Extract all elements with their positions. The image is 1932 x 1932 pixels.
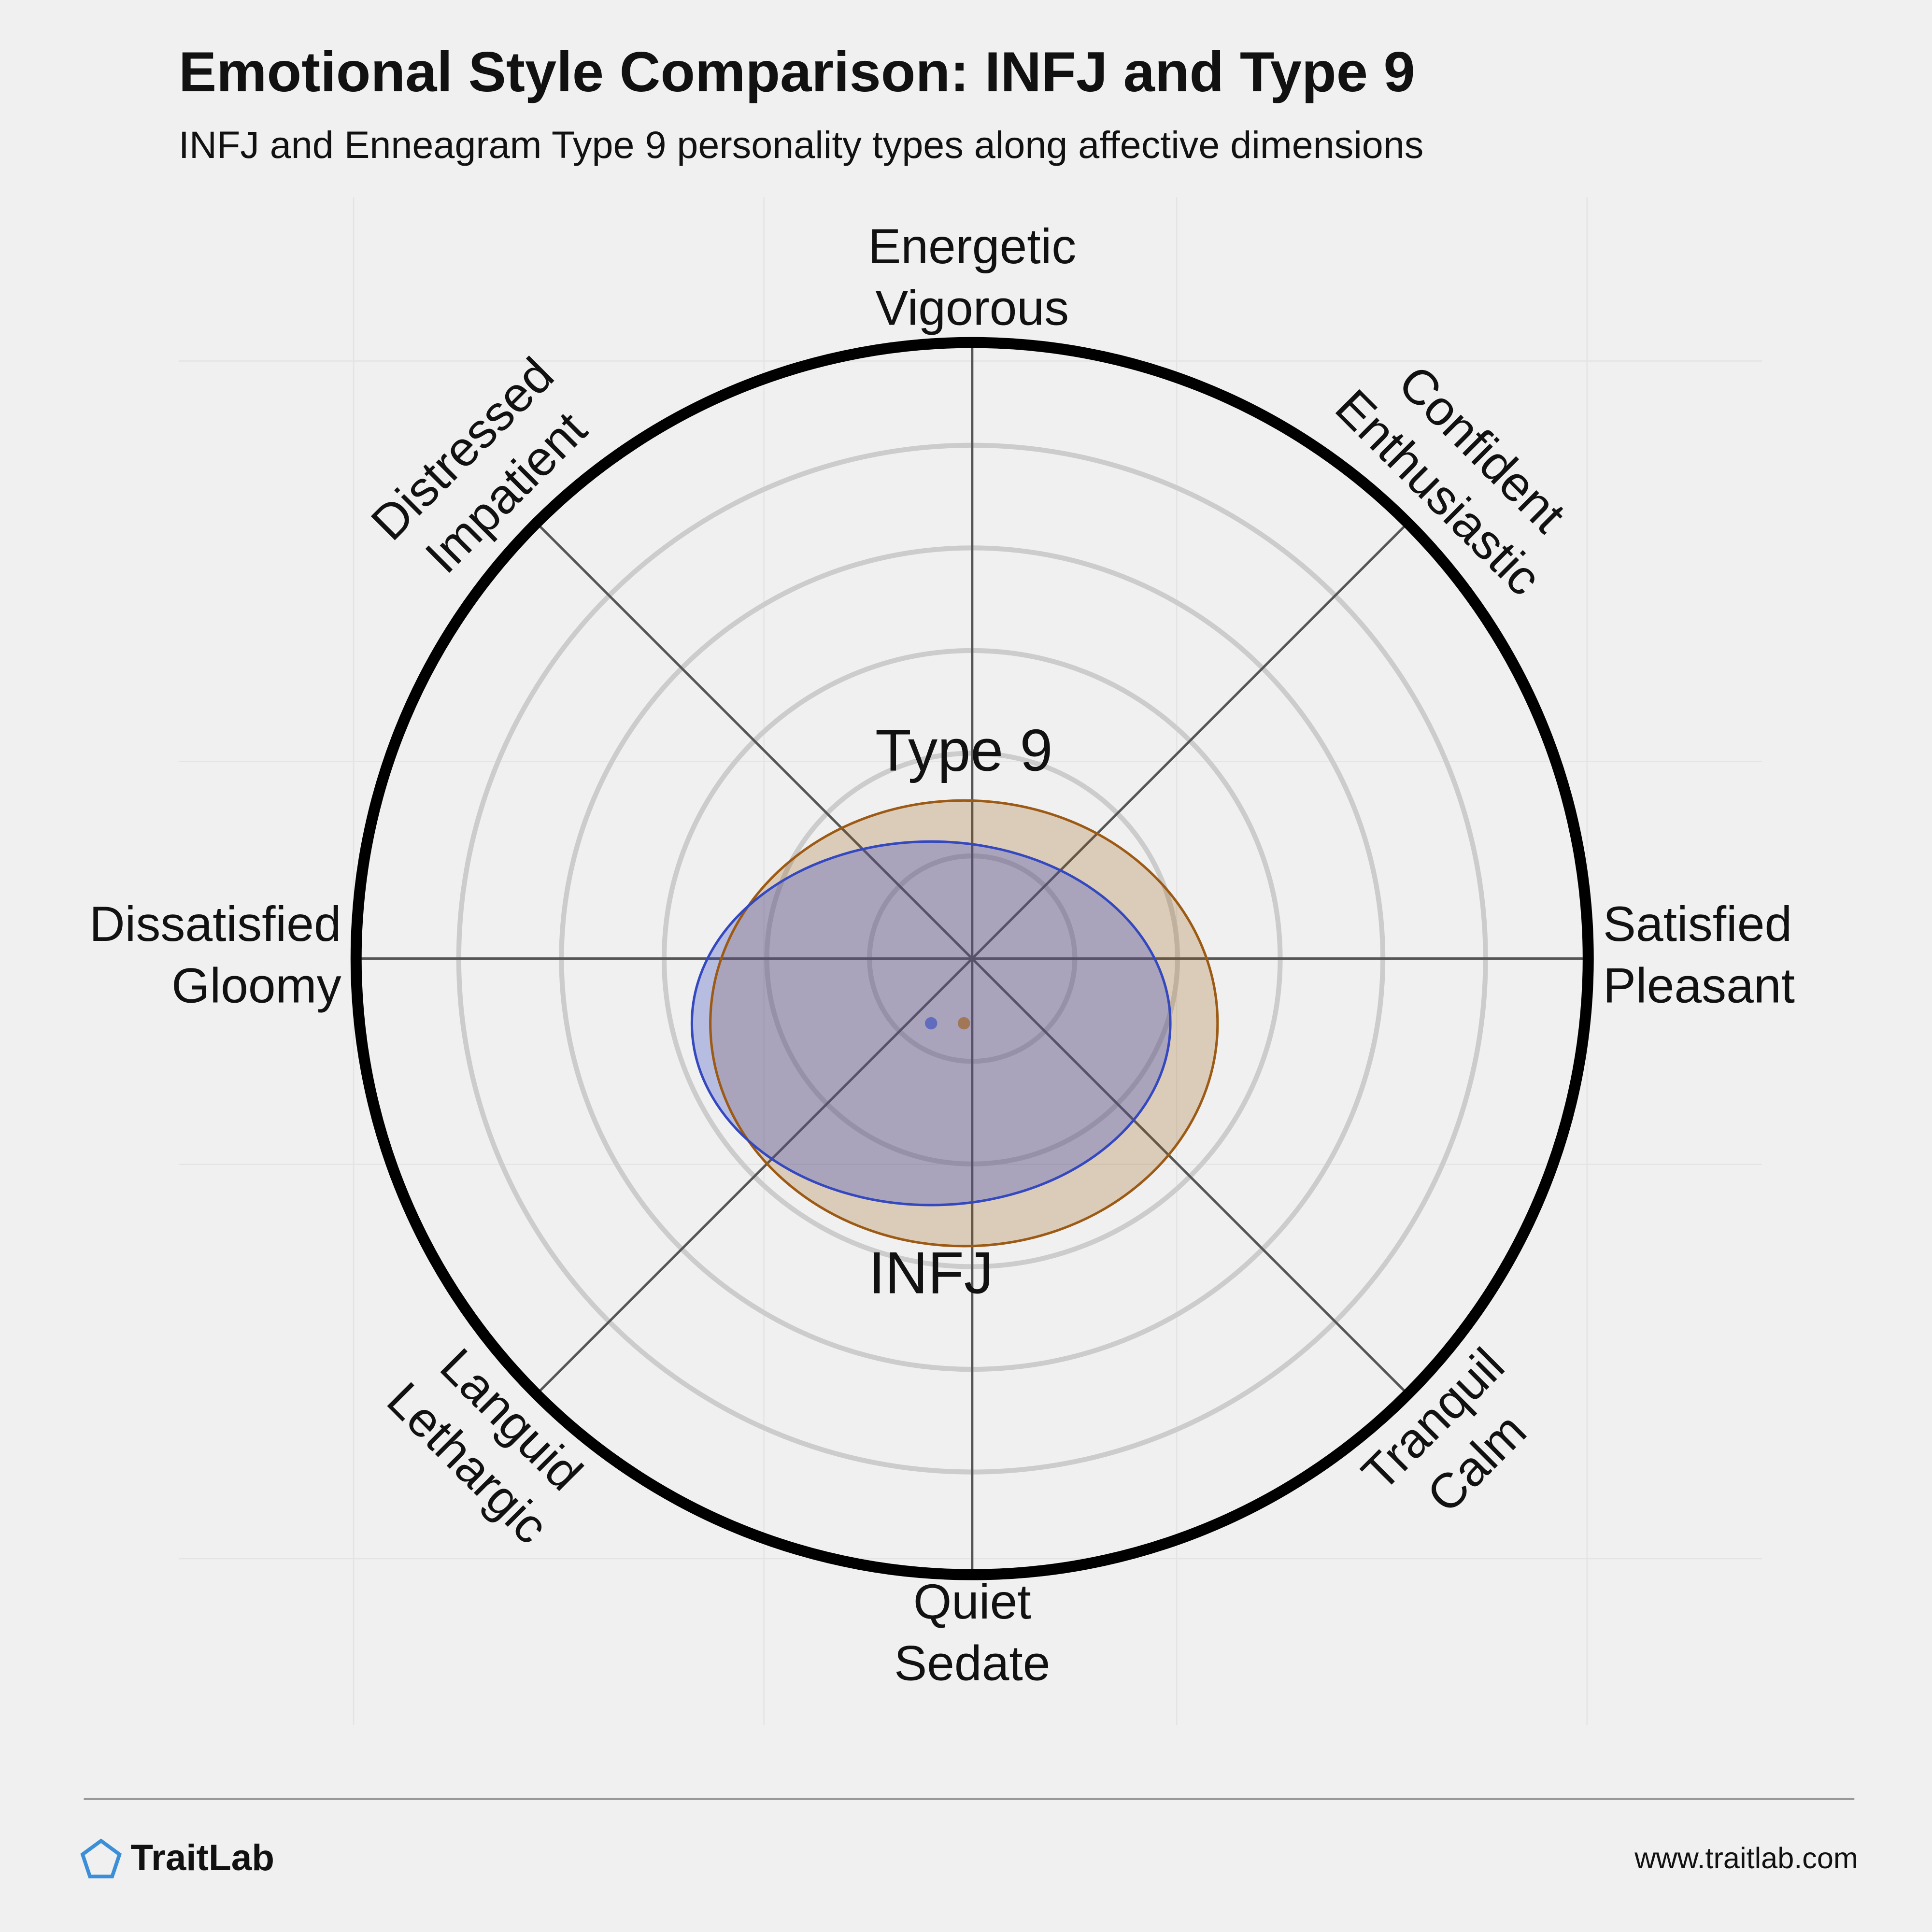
- axis-label: Satisfied Pleasant: [1603, 896, 1795, 1013]
- axis-line: [971, 957, 1409, 1395]
- axis-line: [536, 957, 973, 1395]
- outer-ring: [350, 337, 1594, 1580]
- plot: EnergeticVigorousConfidentEnthusiasticSa…: [89, 219, 1795, 1691]
- axis-label-line: Quiet: [913, 1574, 1031, 1629]
- axis-line: [536, 522, 973, 960]
- axis-label: Quiet Sedate: [894, 1574, 1050, 1691]
- axis-label-line: Vigorous: [875, 280, 1069, 335]
- axis-label: Dissatisfied Gloomy: [89, 896, 341, 1013]
- axis-label-line: Sedate: [894, 1635, 1050, 1690]
- center-dot: [924, 1017, 938, 1030]
- axis-label-line: Energetic: [868, 219, 1076, 274]
- axis-label-line: Satisfied: [1603, 896, 1792, 952]
- brand: TraitLab: [130, 1837, 274, 1878]
- chart-title: Emotional Style Comparison: INFJ and Typ…: [179, 40, 1415, 103]
- axis-line: [971, 522, 1409, 960]
- center-dot: [957, 1017, 970, 1030]
- series-label: Type 9: [875, 717, 1053, 783]
- ellipse-outline: [709, 799, 1219, 1248]
- axis-label-line: Gloomy: [171, 958, 341, 1013]
- ellipse-outline: [690, 840, 1172, 1207]
- footer-url: www.traitlab.com: [1634, 1842, 1858, 1875]
- chart-subtitle: INFJ and Enneagram Type 9 personality ty…: [179, 123, 1423, 166]
- axis-label: Energetic Vigorous: [868, 219, 1076, 336]
- axis-label-line: Dissatisfied: [89, 896, 341, 952]
- axis-label-line: Pleasant: [1603, 958, 1795, 1013]
- brand-icon: [80, 1838, 122, 1879]
- series-label: INFJ: [868, 1240, 993, 1306]
